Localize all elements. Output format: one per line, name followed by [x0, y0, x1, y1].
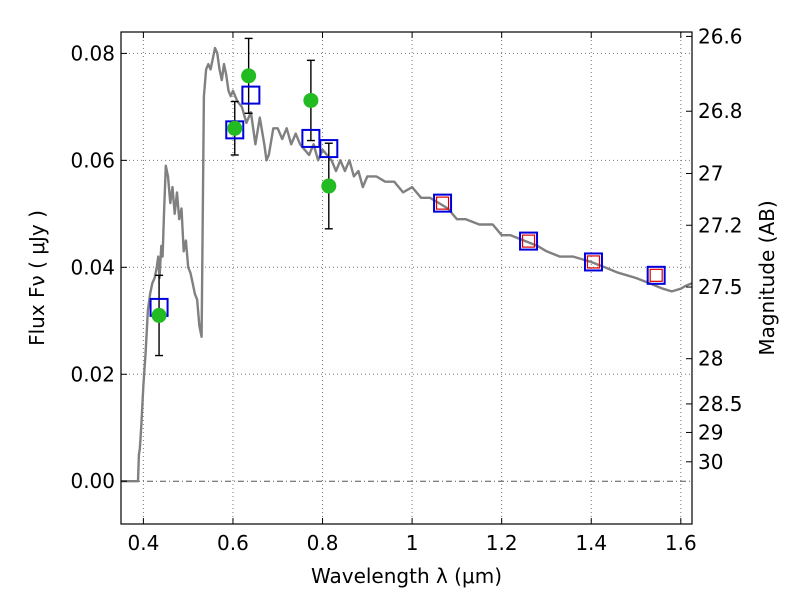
grid: [121, 32, 692, 524]
observed-photometry-point: [151, 307, 167, 323]
y-tick-label: 0.04: [70, 255, 115, 279]
model-photometry-point: [583, 252, 603, 272]
model-photometry-point-red: [649, 268, 663, 282]
y-tick-label: 0.08: [70, 41, 115, 65]
x-axis-label: Wavelength λ (μm): [311, 564, 502, 588]
y2-axis-label: Magnitude (AB): [755, 200, 779, 355]
model-photometry-point: [519, 231, 539, 251]
x-tick-label: 0.6: [217, 531, 249, 555]
model-photometry-point: [241, 85, 261, 105]
model-photometry-point: [646, 265, 666, 285]
y-axis-label: Flux Fν ( μJy ): [25, 210, 49, 346]
y2-tick-label: 27: [698, 161, 723, 185]
model-photometry-point: [301, 128, 321, 148]
y2-tick-label: 26.8: [698, 99, 743, 123]
observed-photometry-point: [227, 120, 243, 136]
model-photometry-point-red: [521, 234, 536, 248]
y2-tick-label: 30: [698, 450, 723, 474]
x-tick-label: 1.6: [665, 531, 697, 555]
model-photometry-point-red: [586, 255, 601, 269]
y2-tick-label: 28.5: [698, 392, 743, 416]
axis-ticks: [121, 32, 692, 524]
model-sed-line: [121, 46, 693, 483]
y-tick-label: 0.02: [70, 362, 115, 386]
x-tick-label: 1: [406, 531, 419, 555]
y2-tick-label: 27.5: [698, 275, 743, 299]
axis-labels: 0.4 0.6 0.8 1 1.2 1.4 1.6 0.00 0.02 0.04 0.06 0.08 2…: [25, 24, 779, 588]
y2-tick-label: 27.2: [698, 213, 743, 237]
observed-photometry-point: [321, 178, 337, 194]
observed-photometry-point: [241, 68, 257, 84]
y-tick-label: 0.00: [70, 469, 115, 493]
x-tick-label: 0.8: [307, 531, 339, 555]
model-photometry-point: [433, 193, 453, 213]
x-tick-label: 1.2: [486, 531, 518, 555]
model-photometry-point: [319, 139, 339, 159]
model-photometry-point-red: [435, 196, 450, 210]
plot-frame: [120, 31, 693, 525]
y2-tick-label: 28: [698, 347, 723, 371]
y2-tick-label: 26.6: [698, 24, 743, 48]
y-tick-label: 0.06: [70, 148, 115, 172]
observed-photometry-point: [303, 92, 319, 108]
y2-tick-label: 29: [698, 420, 723, 444]
x-tick-label: 0.4: [127, 531, 159, 555]
x-tick-label: 1.4: [575, 531, 607, 555]
plot-area: [121, 37, 693, 483]
